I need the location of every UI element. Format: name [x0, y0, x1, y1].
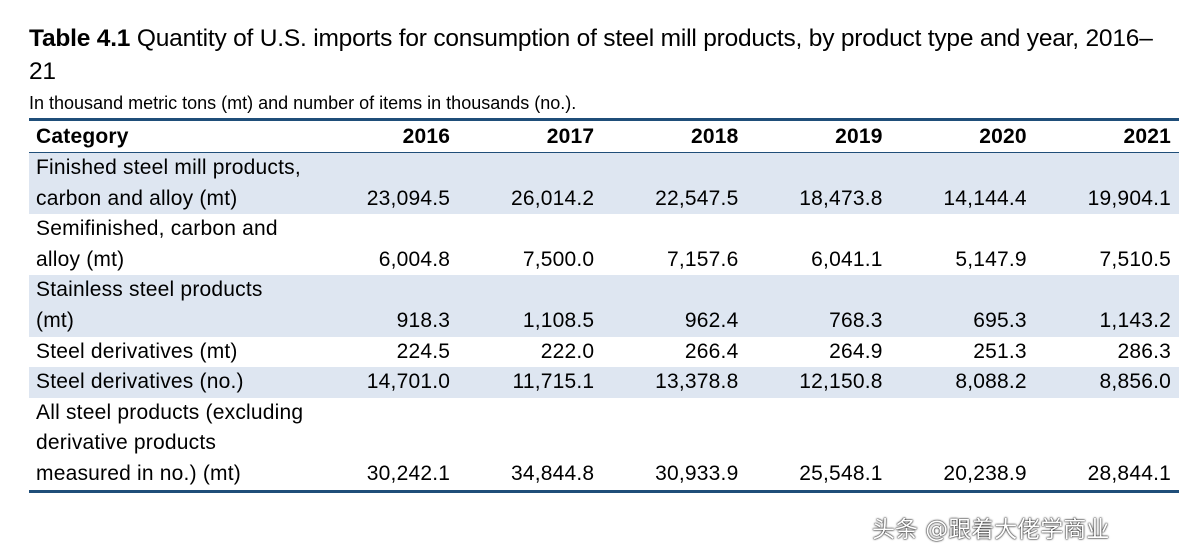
cell-value: 22,547.5: [655, 186, 739, 210]
cell-value: 768.3: [829, 308, 883, 332]
cell-value: 11,715.1: [512, 370, 595, 394]
cell-value: 264.9: [829, 339, 883, 363]
table-header-row: Category 2016 2017 2018 2019 2020 2021: [29, 119, 1179, 153]
table-row: Steel derivatives (mt) 224.5 222.0 266.4…: [29, 337, 1179, 368]
cell-value: 18,473.8: [799, 186, 883, 210]
row-category: All steel products (excluding derivative…: [36, 400, 304, 485]
cell-value: 5,147.9: [955, 247, 1027, 271]
table-row: Finished steel mill products, carbon and…: [29, 152, 1179, 215]
cell-value: 7,500.0: [522, 247, 595, 271]
cell-value: 962.4: [684, 308, 739, 332]
cell-value: 26,014.2: [510, 186, 595, 210]
row-category: Semifinished, carbon and alloy (mt): [36, 217, 278, 271]
cell-value: 8,856.0: [1099, 370, 1171, 394]
cell-value: 19,904.1: [1087, 186, 1171, 210]
cell-value: 25,548.1: [799, 461, 883, 485]
column-header-2016: 2016: [314, 119, 459, 153]
column-header-2017: 2017: [458, 119, 603, 153]
table-number-label: Table 4.1: [29, 25, 131, 52]
cell-value: 266.4: [684, 339, 739, 363]
cell-value: 23,094.5: [366, 186, 451, 210]
row-category: Stainless steel products (mt): [36, 278, 263, 332]
cell-value: 6,041.1: [811, 247, 883, 271]
column-header-2018: 2018: [602, 119, 747, 153]
cell-value: 12,150.8: [799, 370, 883, 394]
table-title: Table 4.1 Quantity of U.S. imports for c…: [29, 22, 1179, 88]
cell-value: 14,701.0: [366, 370, 451, 394]
cell-value: 918.3: [396, 308, 451, 332]
column-header-category: Category: [29, 119, 314, 153]
cell-value: 34,844.8: [510, 461, 595, 485]
row-category: Finished steel mill products, carbon and…: [36, 156, 301, 210]
table-row: Steel derivatives (no.) 14,701.0 11,715.…: [29, 367, 1179, 398]
cell-value: 13,378.8: [655, 370, 739, 394]
cell-value: 1,143.2: [1099, 308, 1171, 332]
cell-value: 222.0: [540, 339, 595, 363]
watermark-overlay: 头条 @跟着大佬学商业: [872, 517, 1110, 543]
cell-value: 30,933.9: [655, 461, 739, 485]
cell-value: 30,242.1: [366, 461, 451, 485]
cell-value: 20,238.9: [943, 461, 1027, 485]
cell-value: 251.3: [973, 339, 1027, 363]
cell-value: 1,108.5: [522, 308, 595, 332]
column-header-2021: 2021: [1034, 119, 1179, 153]
table-title-text: Quantity of U.S. imports for consumption…: [29, 25, 1153, 85]
table-row: Stainless steel products (mt) 918.3 1,10…: [29, 275, 1179, 337]
cell-value: 695.3: [973, 308, 1027, 332]
cell-value: 8,088.2: [955, 370, 1027, 394]
cell-value: 7,157.6: [667, 247, 739, 271]
column-header-2020: 2020: [890, 119, 1035, 153]
column-header-2019: 2019: [746, 119, 891, 153]
cell-value: 286.3: [1117, 339, 1171, 363]
table-row: All steel products (excluding derivative…: [29, 398, 1179, 491]
cell-value: 224.5: [396, 339, 451, 363]
cell-value: 7,510.5: [1099, 247, 1171, 271]
steel-imports-table: Category 2016 2017 2018 2019 2020 2021 F…: [29, 118, 1179, 493]
row-category: Steel derivatives (mt): [36, 339, 238, 363]
cell-value: 28,844.1: [1087, 461, 1171, 485]
cell-value: 6,004.8: [378, 247, 451, 271]
table-row: Semifinished, carbon and alloy (mt) 6,00…: [29, 214, 1179, 275]
cell-value: 14,144.4: [943, 186, 1027, 210]
table-units-note: In thousand metric tons (mt) and number …: [29, 93, 577, 113]
row-category: Steel derivatives (no.): [36, 370, 244, 394]
